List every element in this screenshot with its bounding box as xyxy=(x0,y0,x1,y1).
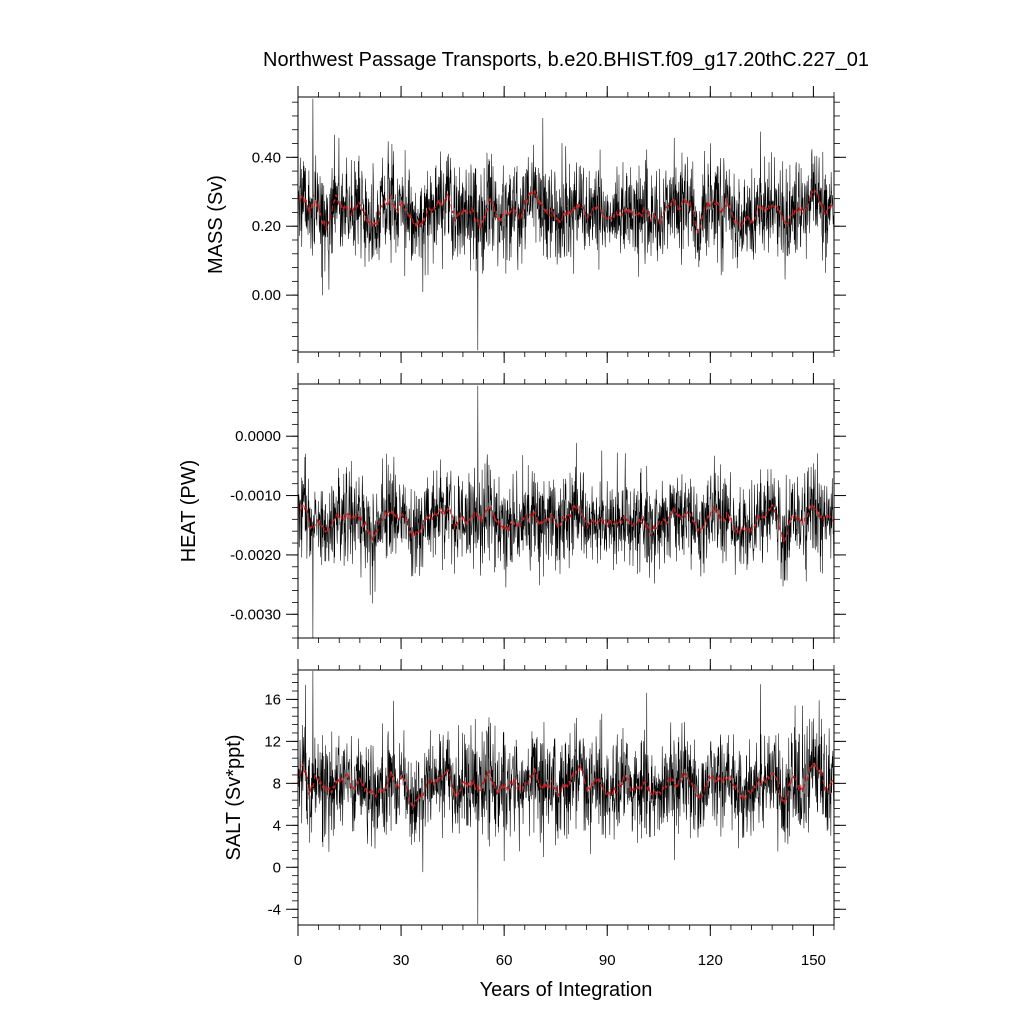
x-tick-label: 30 xyxy=(393,952,410,969)
y-tick-label: -0.0020 xyxy=(230,547,281,564)
figure-title: Northwest Passage Transports, b.e20.BHIS… xyxy=(263,49,869,71)
y-tick-label: -0.0010 xyxy=(230,488,281,505)
series-monthly-heat xyxy=(298,385,834,638)
panel-heat: -0.0030 -0.0020 -0.0010 0.0000 HEAT (PW) xyxy=(178,373,846,649)
x-tick-label: 90 xyxy=(599,952,616,969)
series-monthly-mass xyxy=(298,98,834,351)
y-tick-label: 0.0000 xyxy=(235,428,281,445)
y-tick-label: 12 xyxy=(264,733,281,750)
y-tick-label: 4 xyxy=(273,817,281,834)
y-tick-label: 8 xyxy=(273,775,281,792)
y-tick-label: 0.00 xyxy=(252,287,281,304)
x-tick-label: 120 xyxy=(698,952,723,969)
y-axis-title-salt: SALT (Sv*ppt) xyxy=(223,735,245,861)
x-tick-label: 150 xyxy=(801,952,826,969)
y-tick-label: 0.20 xyxy=(252,218,281,235)
x-tick-label: 0 xyxy=(294,952,302,969)
x-tick-label: 60 xyxy=(496,952,513,969)
y-tick-label: 0.40 xyxy=(252,149,281,166)
y-tick-label: 0 xyxy=(273,859,281,876)
series-running-mean-heat xyxy=(298,503,834,544)
y-axis-title-heat: HEAT (PW) xyxy=(178,460,200,563)
y-axis-title-mass: MASS (Sv) xyxy=(205,175,227,274)
panel-salt: -4 0 4 8 12 16 SALT (Sv*ppt) xyxy=(223,659,846,936)
y-tick-label: -4 xyxy=(268,901,281,918)
series-monthly-salt xyxy=(298,671,834,924)
y-tick-label: 16 xyxy=(264,691,281,708)
series-running-mean-mass xyxy=(298,189,834,234)
panel-mass: 0.00 0.20 0.40 MASS (Sv) xyxy=(205,86,846,363)
x-axis-title: Years of Integration xyxy=(480,979,653,1001)
panel-frame-mass xyxy=(297,96,835,353)
y-tick-label: -0.0030 xyxy=(230,606,281,623)
